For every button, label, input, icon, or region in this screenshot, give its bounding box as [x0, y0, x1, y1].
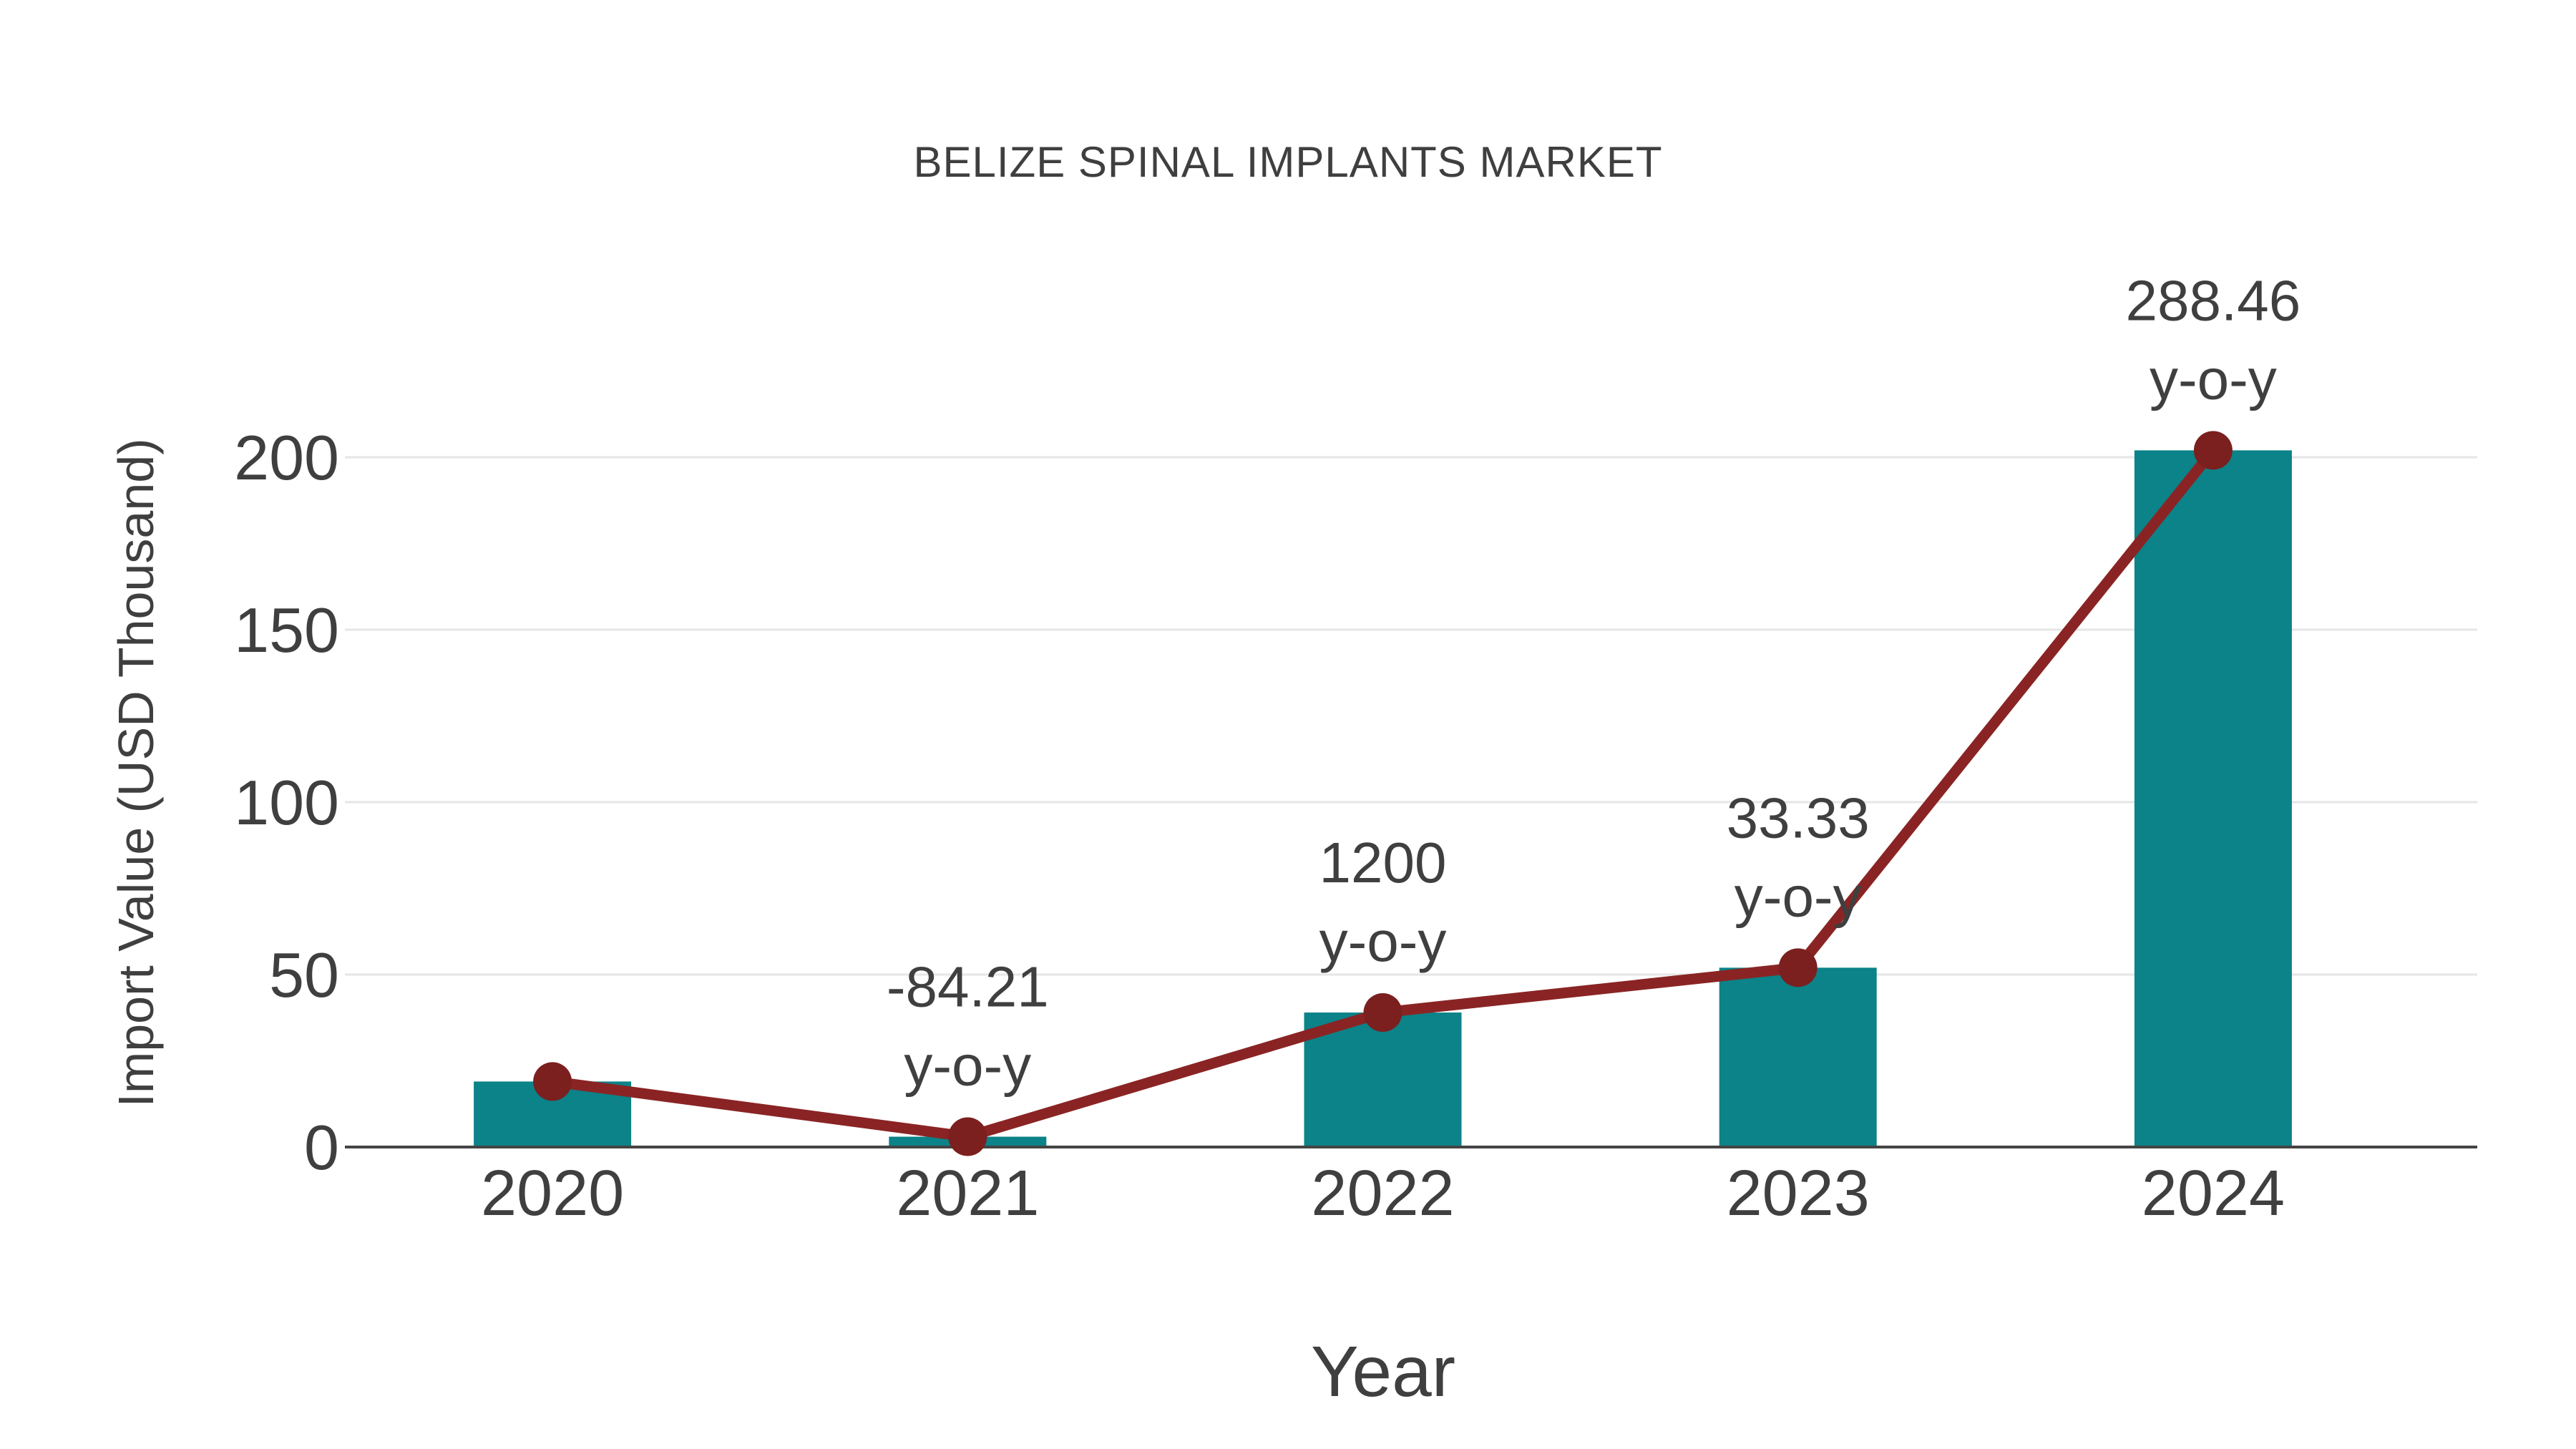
- x-tick-label: 2023: [1727, 1158, 1870, 1229]
- y-tick-label: 100: [234, 767, 339, 838]
- annotation-suffix: y-o-y: [904, 1034, 1031, 1098]
- bar-2023: [1719, 967, 1877, 1147]
- y-tick-label: 200: [234, 422, 339, 493]
- bar-2024: [2134, 450, 2292, 1147]
- annotation-value: 1200: [1319, 831, 1447, 894]
- marker-2021: [948, 1117, 987, 1156]
- y-tick-label: 0: [304, 1112, 339, 1183]
- x-axis-title: Year: [1310, 1332, 1456, 1412]
- marker-2023: [1778, 948, 1818, 987]
- marker-2022: [1363, 993, 1402, 1033]
- x-tick-label: 2020: [481, 1158, 624, 1229]
- annotation-value: 288.46: [2126, 268, 2301, 332]
- bar-2022: [1304, 1013, 1462, 1147]
- annotation-suffix: y-o-y: [1319, 909, 1447, 973]
- x-tick-label: 2021: [896, 1158, 1039, 1229]
- marker-2020: [533, 1062, 572, 1101]
- annotation-suffix: y-o-y: [2150, 347, 2277, 411]
- marker-2024: [2193, 431, 2233, 470]
- y-tick-label: 50: [269, 940, 339, 1010]
- annotation-value: 33.33: [1727, 786, 1870, 849]
- chart-title: BELIZE SPINAL IMPLANTS MARKET: [913, 138, 1663, 186]
- y-tick-label: 150: [234, 595, 339, 665]
- annotation-suffix: y-o-y: [1735, 864, 1862, 928]
- x-tick-label: 2024: [2142, 1158, 2285, 1229]
- x-tick-label: 2022: [1311, 1158, 1454, 1229]
- annotation-value: -84.21: [887, 955, 1049, 1019]
